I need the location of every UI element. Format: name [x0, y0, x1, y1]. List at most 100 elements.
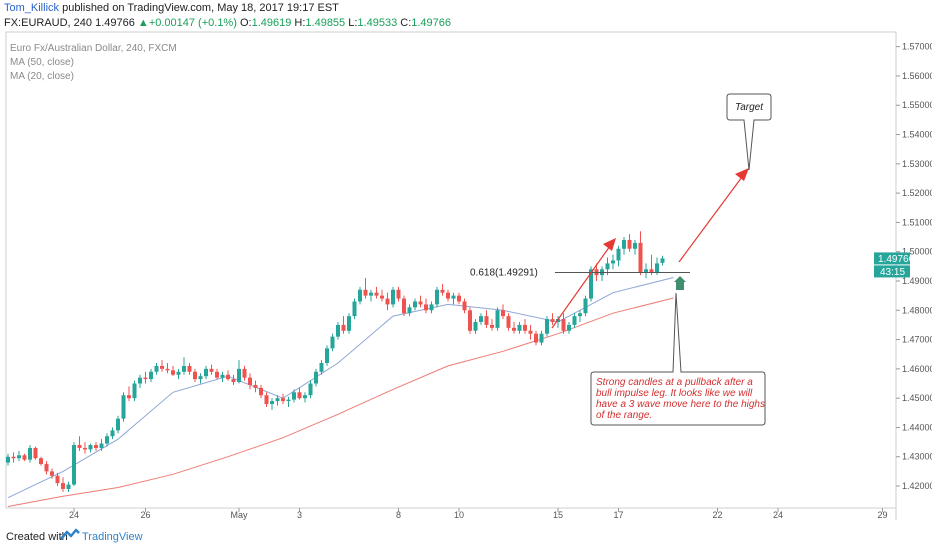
- candle-body[interactable]: [198, 376, 203, 380]
- candle-body[interactable]: [446, 292, 450, 299]
- candle-body[interactable]: [297, 392, 302, 399]
- candle-body[interactable]: [435, 289, 439, 305]
- candle-body[interactable]: [39, 458, 43, 465]
- candle-body[interactable]: [28, 447, 32, 460]
- candle-body[interactable]: [528, 330, 533, 334]
- candle-body[interactable]: [105, 436, 109, 444]
- candle-body[interactable]: [132, 383, 137, 399]
- candle-body[interactable]: [149, 371, 153, 380]
- candle-body[interactable]: [44, 464, 49, 472]
- candle-body[interactable]: [275, 398, 280, 402]
- target-callout[interactable]: [726, 93, 772, 171]
- candle-body[interactable]: [88, 445, 93, 450]
- candle-body[interactable]: [418, 301, 423, 305]
- candle-body[interactable]: [138, 377, 142, 384]
- legend-ma20[interactable]: MA (20, close): [10, 71, 74, 82]
- candle-body[interactable]: [99, 443, 104, 448]
- candle-body[interactable]: [171, 370, 175, 375]
- candle-body[interactable]: [11, 456, 16, 459]
- candle-body[interactable]: [402, 298, 406, 314]
- candle-body[interactable]: [253, 384, 258, 388]
- candle-body[interactable]: [127, 395, 131, 399]
- candle-body[interactable]: [572, 316, 577, 325]
- candle-body[interactable]: [660, 258, 665, 263]
- candle-body[interactable]: [50, 471, 54, 476]
- candle-body[interactable]: [215, 371, 219, 378]
- candle-body[interactable]: [644, 269, 648, 273]
- candle-body[interactable]: [231, 379, 236, 383]
- candle-body[interactable]: [176, 371, 181, 375]
- candle-body[interactable]: [462, 301, 467, 311]
- candle-body[interactable]: [451, 295, 456, 299]
- candle-body[interactable]: [391, 289, 395, 305]
- candle-body[interactable]: [83, 447, 87, 450]
- candle-body[interactable]: [17, 455, 21, 459]
- candle-body[interactable]: [495, 310, 500, 328]
- candle-body[interactable]: [33, 447, 38, 459]
- candle-body[interactable]: [506, 316, 511, 328]
- candles[interactable]: [6, 231, 665, 492]
- candle-body[interactable]: [523, 324, 527, 331]
- candle-body[interactable]: [259, 387, 263, 396]
- candle-body[interactable]: [308, 383, 313, 396]
- candle-body[interactable]: [490, 324, 494, 328]
- price-axis-ticks[interactable]: 1.42000 1.43000 1.44000 1.45000 1.46000 1.470…: [896, 42, 932, 491]
- candle-body[interactable]: [589, 269, 593, 299]
- candle-body[interactable]: [473, 321, 478, 331]
- projection-arrow[interactable]: [678, 176, 743, 263]
- candle-body[interactable]: [347, 316, 351, 331]
- candle-body[interactable]: [396, 289, 401, 299]
- candle-body[interactable]: [358, 289, 362, 302]
- candle-body[interactable]: [567, 324, 571, 331]
- candle-body[interactable]: [116, 418, 120, 431]
- legend-ma50[interactable]: MA (50, close): [10, 57, 74, 68]
- candle-body[interactable]: [611, 260, 615, 264]
- candle-body[interactable]: [561, 319, 566, 331]
- candle-body[interactable]: [121, 395, 126, 419]
- candle-body[interactable]: [286, 399, 291, 402]
- candle-body[interactable]: [242, 368, 247, 378]
- candle-body[interactable]: [655, 263, 659, 273]
- candle-body[interactable]: [517, 324, 522, 331]
- note-callout[interactable]: [590, 292, 766, 426]
- candle-body[interactable]: [627, 239, 632, 249]
- candle-body[interactable]: [583, 298, 588, 314]
- candle-body[interactable]: [622, 239, 626, 249]
- candle-body[interactable]: [55, 475, 60, 484]
- candle-body[interactable]: [407, 307, 412, 314]
- candle-body[interactable]: [187, 365, 192, 372]
- candle-body[interactable]: [193, 371, 197, 380]
- candle-body[interactable]: [325, 348, 329, 364]
- candle-body[interactable]: [605, 263, 610, 270]
- candle-body[interactable]: [457, 295, 461, 302]
- candle-body[interactable]: [616, 248, 621, 261]
- candle-body[interactable]: [429, 304, 434, 311]
- candle-body[interactable]: [385, 298, 390, 305]
- candle-body[interactable]: [66, 484, 71, 489]
- candle-body[interactable]: [314, 371, 318, 384]
- candle-body[interactable]: [468, 310, 472, 331]
- candle-body[interactable]: [94, 445, 98, 448]
- candle-body[interactable]: [534, 333, 538, 343]
- author-link[interactable]: Tom_Killick: [4, 2, 60, 14]
- candle-body[interactable]: [341, 324, 346, 331]
- candle-body[interactable]: [237, 368, 241, 383]
- candle-body[interactable]: [248, 377, 252, 385]
- candle-body[interactable]: [363, 289, 368, 296]
- time-axis-ticks[interactable]: 24 26 May 3 8 10 15 17 22 24 29: [69, 508, 888, 520]
- candle-body[interactable]: [143, 377, 148, 380]
- candle-body[interactable]: [352, 301, 357, 317]
- candle-body[interactable]: [501, 310, 505, 317]
- candle-body[interactable]: [160, 365, 164, 369]
- candle-body[interactable]: [165, 368, 170, 371]
- candle-body[interactable]: [319, 363, 324, 372]
- candle-body[interactable]: [539, 333, 544, 343]
- candle-body[interactable]: [638, 242, 643, 273]
- candle-body[interactable]: [154, 365, 159, 372]
- candle-body[interactable]: [512, 327, 516, 331]
- candle-body[interactable]: [72, 445, 76, 485]
- candle-body[interactable]: [226, 374, 230, 380]
- candle-body[interactable]: [374, 292, 379, 296]
- candle-body[interactable]: [292, 392, 296, 400]
